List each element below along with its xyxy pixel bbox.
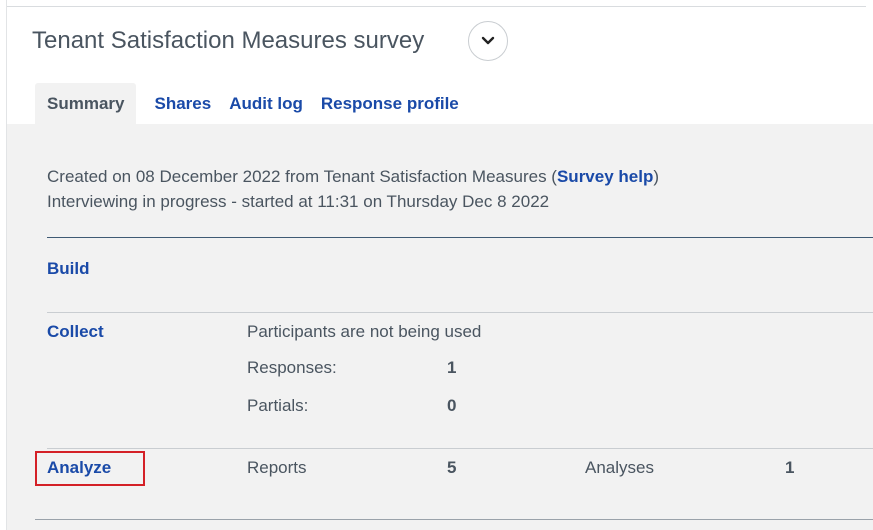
partials-value: 0 [447, 396, 457, 415]
tab-shares[interactable]: Shares [154, 93, 212, 113]
build-divider [47, 312, 873, 313]
collect-divider [47, 448, 873, 449]
collect-link[interactable]: Collect [47, 322, 104, 341]
analyze-highlight-box [35, 451, 145, 486]
reports-value: 5 [447, 458, 457, 477]
analyze-divider [35, 519, 873, 520]
summary-panel [7, 124, 873, 530]
status-line: Interviewing in progress - started at 11… [47, 192, 550, 211]
reports-label: Reports [247, 458, 307, 477]
survey-info: Created on 08 December 2022 from Tenant … [47, 164, 659, 214]
tab-response-profile[interactable]: Response profile [320, 93, 459, 113]
tab-bar: Summary Shares Audit log Response profil… [35, 83, 459, 124]
top-border [7, 6, 866, 7]
responses-value: 1 [447, 358, 457, 377]
participants-text: Participants are not being used [247, 322, 482, 341]
chevron-down-icon [481, 36, 495, 45]
page-title: Tenant Satisfaction Measures survey [32, 27, 425, 54]
info-divider [47, 237, 873, 238]
created-line: Created on 08 December 2022 from Tenant … [47, 164, 659, 189]
partials-label: Partials: [247, 396, 309, 415]
responses-label: Responses: [247, 358, 337, 377]
analyses-value: 1 [785, 458, 795, 477]
created-suffix: ) [653, 167, 660, 186]
analyze-link[interactable]: Analyze [47, 458, 112, 477]
left-border [6, 0, 7, 530]
build-link[interactable]: Build [47, 259, 90, 278]
survey-help-link[interactable]: Survey help [556, 167, 654, 186]
survey-menu-button[interactable] [468, 21, 508, 61]
analyses-label: Analyses [585, 458, 654, 477]
created-text: Created on 08 December 2022 from Tenant … [47, 167, 557, 186]
tab-summary[interactable]: Summary [35, 83, 137, 124]
tab-audit-log[interactable]: Audit log [229, 93, 303, 113]
